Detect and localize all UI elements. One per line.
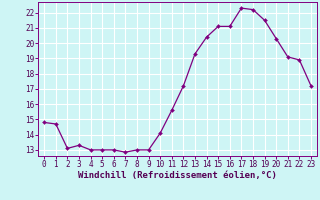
X-axis label: Windchill (Refroidissement éolien,°C): Windchill (Refroidissement éolien,°C) xyxy=(78,171,277,180)
